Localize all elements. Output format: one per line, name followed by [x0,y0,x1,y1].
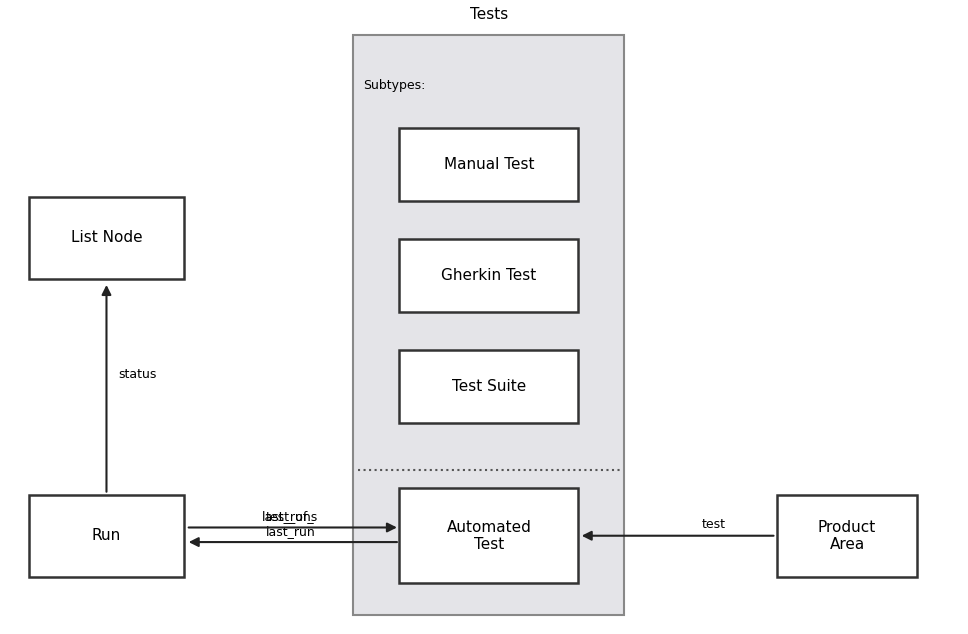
Text: Automated
Test: Automated Test [446,519,531,552]
Text: test: test [702,517,725,531]
Text: Subtypes:: Subtypes: [363,79,425,93]
Text: Manual Test: Manual Test [443,157,534,172]
Text: test_of_
last_run: test_of_ last_run [265,510,316,538]
Text: status: status [118,368,157,380]
Bar [776,495,918,577]
Text: Tests: Tests [469,7,508,22]
Bar [399,350,578,424]
Bar [399,240,578,313]
Bar [29,197,184,279]
Text: last_runs: last_runs [262,510,318,523]
Bar [399,488,578,583]
Bar [353,35,624,615]
Text: Product
Area: Product Area [818,519,876,552]
Bar [399,128,578,202]
Text: Gherkin Test: Gherkin Test [441,268,536,283]
Text: Run: Run [92,528,121,543]
Text: Test Suite: Test Suite [452,379,526,394]
Text: List Node: List Node [71,230,142,245]
Bar [29,495,184,577]
